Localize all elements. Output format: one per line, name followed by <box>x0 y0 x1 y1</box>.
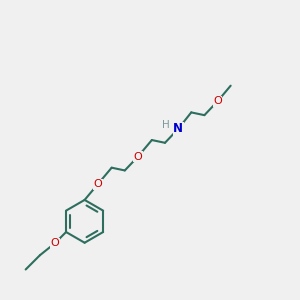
Text: O: O <box>50 238 59 248</box>
Text: O: O <box>213 96 222 106</box>
Text: O: O <box>134 152 142 162</box>
Text: O: O <box>93 179 102 189</box>
Text: N: N <box>173 122 183 136</box>
Text: H: H <box>162 119 170 130</box>
